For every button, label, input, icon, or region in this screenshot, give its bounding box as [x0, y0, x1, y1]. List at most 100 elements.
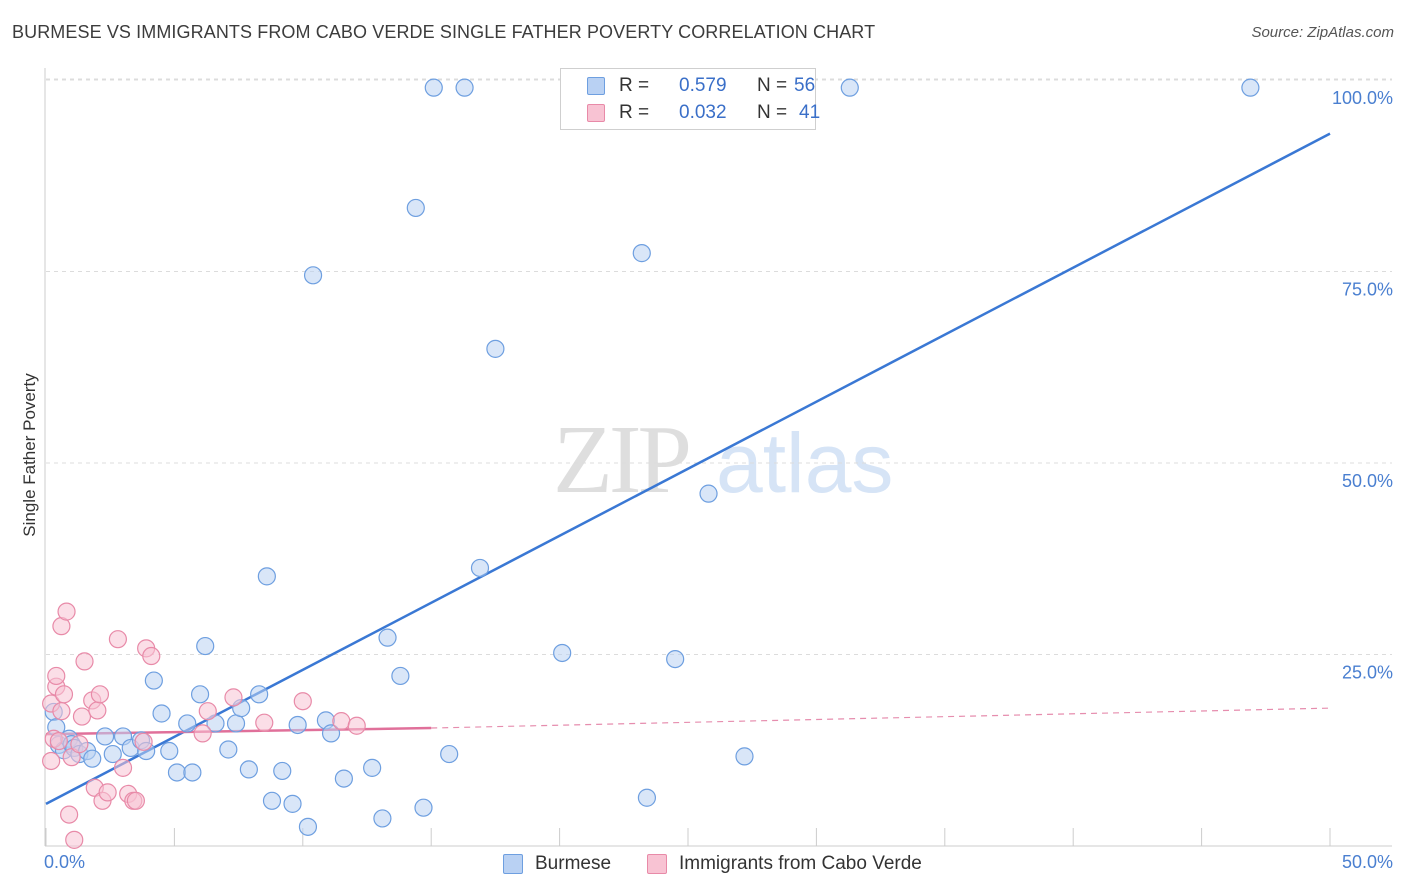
- point-cabo-verde: [255, 713, 274, 732]
- legend-r-label: R =: [619, 102, 650, 123]
- point-cabo-verde: [65, 830, 84, 849]
- point-burmese: [321, 724, 341, 743]
- point-cabo-verde: [52, 702, 71, 721]
- point-burmese: [152, 704, 171, 723]
- point-burmese: [273, 761, 292, 781]
- point-burmese: [637, 788, 657, 807]
- trend-line-cabo-verde-dashed: [431, 707, 1331, 729]
- point-cabo-verde: [72, 707, 92, 726]
- legend-n-label: N =: [757, 75, 788, 96]
- stats-legend: R = 0.579 N = 56 R = 0.032 N = 41: [560, 68, 820, 130]
- y-tick-label: 25.0%: [1342, 663, 1393, 683]
- legend-r-value: 0.579: [679, 75, 727, 96]
- point-burmese: [363, 758, 382, 777]
- point-burmese: [178, 714, 197, 733]
- y-tick-label: 50.0%: [1342, 471, 1393, 491]
- point-burmese: [334, 769, 353, 788]
- point-burmese: [373, 809, 392, 828]
- point-burmese: [283, 794, 302, 813]
- bottom-legend-swatch-cabo-verde: [647, 854, 667, 874]
- point-cabo-verde: [57, 602, 76, 621]
- point-cabo-verde: [113, 758, 133, 777]
- legend-swatch-cabo-verde: [587, 104, 605, 122]
- point-cabo-verde: [332, 712, 351, 731]
- point-cabo-verde: [108, 630, 128, 649]
- point-burmese: [196, 636, 215, 656]
- point-burmese: [226, 714, 246, 733]
- point-burmese: [391, 666, 410, 686]
- point-cabo-verde: [193, 724, 212, 743]
- point-burmese: [83, 749, 102, 768]
- axes: [44, 68, 1392, 847]
- point-cabo-verde: [47, 666, 66, 686]
- grid-lines: [46, 78, 1392, 655]
- point-burmese: [840, 78, 859, 97]
- point-cabo-verde: [98, 783, 117, 802]
- legend-r-label: R =: [619, 75, 650, 96]
- point-burmese: [699, 484, 718, 503]
- point-cabo-verde: [60, 805, 79, 824]
- point-burmese: [553, 643, 572, 663]
- point-burmese: [219, 740, 238, 759]
- point-burmese: [183, 763, 202, 782]
- point-cabo-verde: [347, 716, 366, 735]
- point-burmese: [190, 685, 210, 704]
- legend-n-value: 41: [799, 102, 821, 123]
- point-cabo-verde: [70, 735, 89, 754]
- point-cabo-verde: [224, 688, 243, 707]
- tick-labels: 100.0% 75.0% 50.0% 25.0% 0.0% 50.0%: [44, 88, 1393, 872]
- point-burmese: [257, 567, 276, 586]
- source-label: Source: ZipAtlas.com: [1251, 24, 1394, 41]
- point-cabo-verde: [75, 652, 94, 671]
- point-burmese: [378, 628, 397, 647]
- point-burmese: [1241, 78, 1260, 97]
- x-tick-label: 50.0%: [1342, 852, 1393, 872]
- point-cabo-verde: [49, 731, 68, 751]
- point-burmese: [298, 817, 318, 836]
- point-burmese: [167, 763, 187, 782]
- point-burmese: [735, 747, 754, 766]
- point-burmese: [239, 760, 258, 779]
- point-cabo-verde: [88, 701, 107, 720]
- bottom-legend-label-cabo-verde: Immigrants from Cabo Verde: [679, 853, 922, 874]
- point-burmese: [424, 78, 443, 97]
- point-burmese: [103, 744, 122, 764]
- data-points: [42, 78, 1260, 849]
- bottom-legend-swatch-burmese: [503, 854, 523, 874]
- point-burmese: [250, 685, 269, 704]
- legend-n-label: N =: [757, 102, 788, 123]
- legend-n-value: 56: [794, 75, 816, 96]
- point-burmese: [470, 558, 490, 578]
- point-burmese: [455, 78, 474, 97]
- point-cabo-verde: [90, 685, 110, 704]
- point-cabo-verde: [293, 692, 312, 711]
- point-burmese: [440, 744, 459, 764]
- bottom-legend-label-burmese: Burmese: [535, 853, 612, 874]
- watermark: ZIP atlas: [553, 406, 893, 514]
- point-burmese: [288, 715, 307, 735]
- point-cabo-verde: [142, 646, 161, 666]
- point-burmese: [414, 798, 433, 817]
- point-cabo-verde: [198, 702, 217, 721]
- point-burmese: [632, 244, 651, 263]
- legend-swatch-burmese: [587, 77, 605, 95]
- y-axis-label: Single Father Poverty: [20, 373, 39, 537]
- chart-title: BURMESE VS IMMIGRANTS FROM CABO VERDE SI…: [12, 22, 876, 42]
- point-burmese: [95, 727, 115, 746]
- legend-r-value: 0.032: [679, 102, 727, 123]
- x-tick-label: 0.0%: [44, 852, 85, 872]
- point-burmese: [262, 791, 282, 810]
- point-burmese: [144, 671, 163, 690]
- point-cabo-verde: [54, 685, 74, 704]
- point-burmese: [160, 741, 179, 761]
- watermark-zip: ZIP: [553, 406, 688, 514]
- y-tick-label: 100.0%: [1332, 88, 1393, 108]
- point-cabo-verde: [126, 791, 145, 810]
- point-burmese: [303, 266, 323, 285]
- y-tick-label: 75.0%: [1342, 280, 1393, 300]
- point-cabo-verde: [134, 732, 153, 751]
- point-burmese: [486, 339, 505, 358]
- point-cabo-verde: [42, 751, 61, 771]
- point-burmese: [666, 649, 685, 669]
